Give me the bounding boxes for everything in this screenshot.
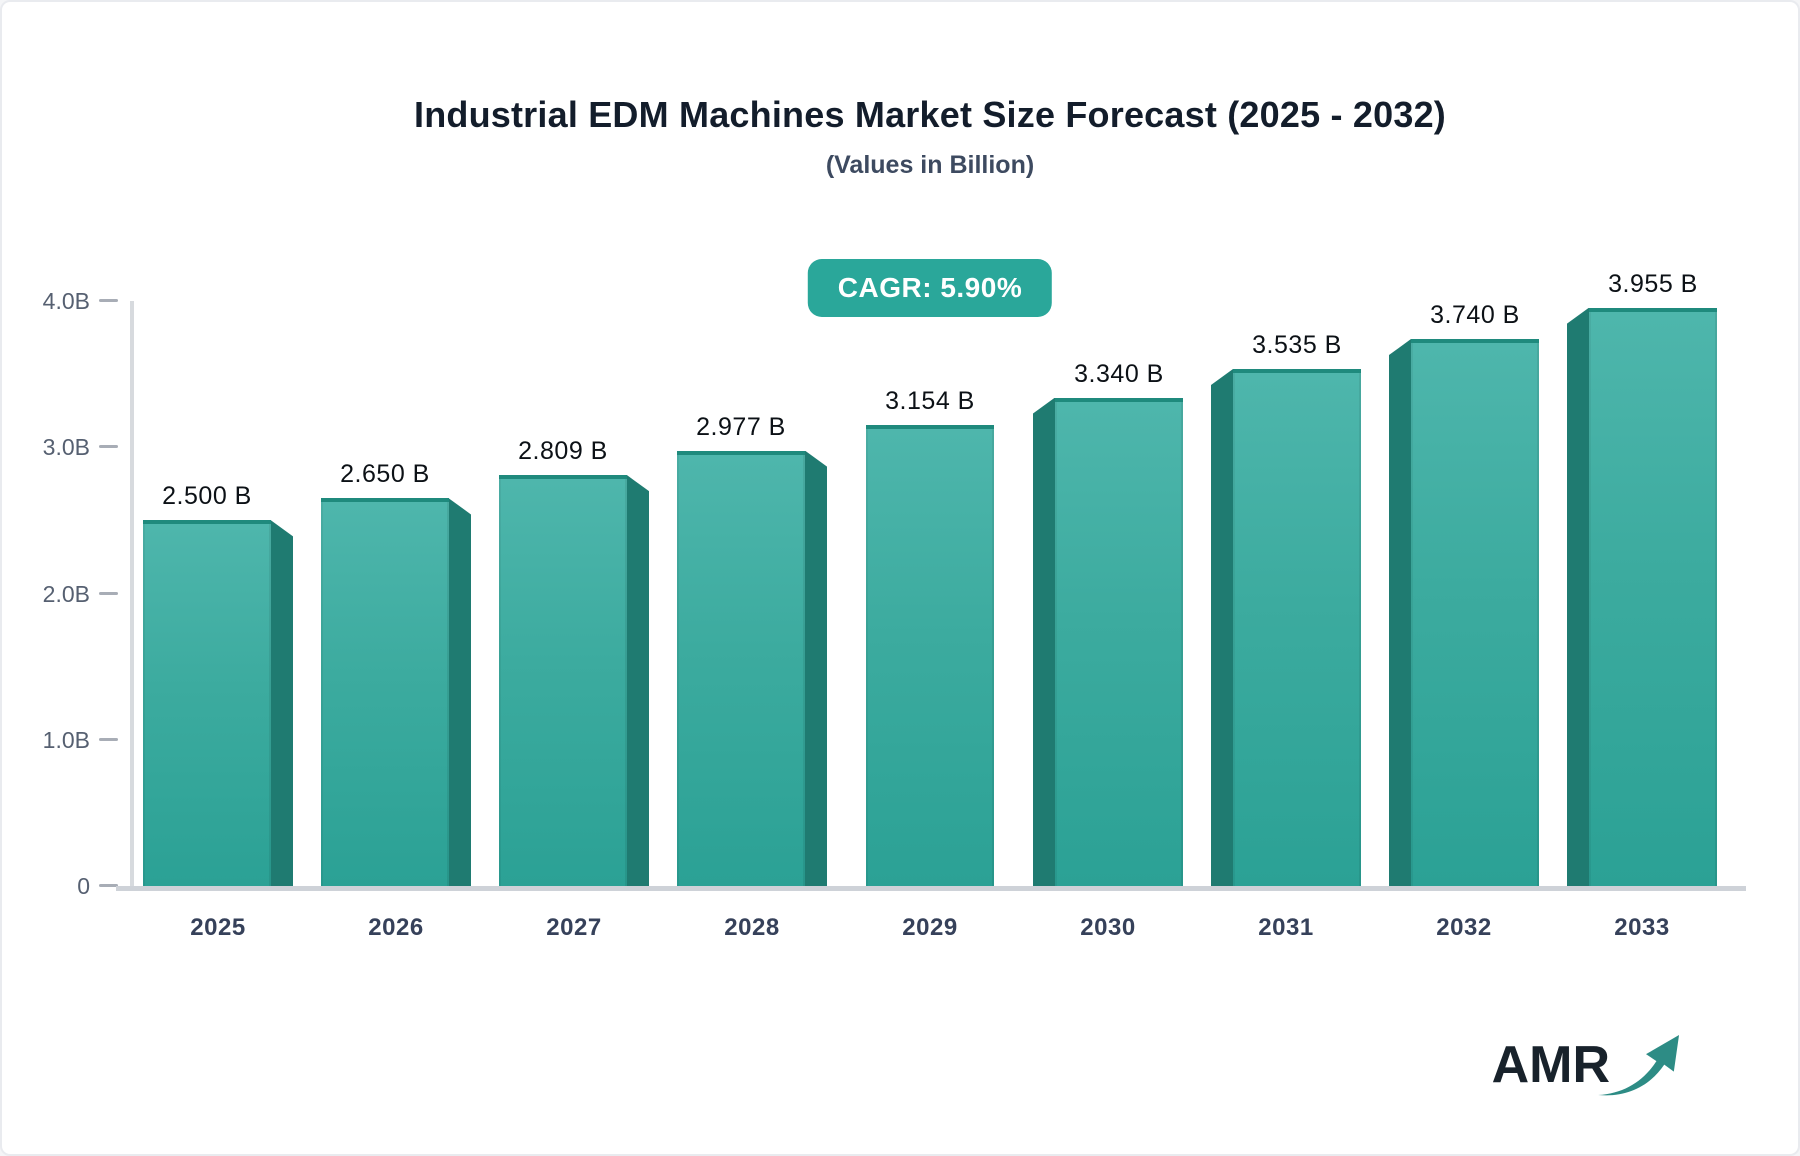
chart-subtitle: (Values in Billion) — [825, 151, 1035, 180]
y-axis-tick-label: 0 — [77, 873, 90, 899]
bar-front-face — [1589, 307, 1717, 886]
bar-value-label: 3.340 B — [1074, 359, 1164, 388]
y-axis-tick-mark — [99, 884, 118, 887]
bar-value-label: 2.977 B — [696, 412, 786, 441]
bar-3d-side — [1211, 369, 1233, 886]
chart-header: Industrial EDM Machines Market Size Fore… — [58, 94, 1798, 180]
bar-2029: 3.154 B — [855, 387, 1005, 886]
bar-value-label: 3.740 B — [1430, 301, 1520, 330]
bar-2028: 2.977 B — [677, 413, 827, 886]
y-axis-tick-label: 1.0B — [42, 726, 90, 753]
x-axis-label: 2031 — [1258, 914, 1314, 941]
x-axis-label: 2029 — [902, 914, 958, 941]
x-axis-line — [116, 886, 1746, 891]
x-axis-label: 2028 — [724, 914, 780, 941]
bar-2027: 2.809 B — [499, 437, 649, 886]
bar-value-label: 3.535 B — [1252, 331, 1342, 359]
bar-3d-side — [805, 450, 827, 886]
bar-front-face — [143, 520, 271, 886]
bar-2030: 3.340 B — [1033, 360, 1183, 886]
y-axis-line — [130, 301, 134, 886]
bar-3d-side — [1033, 397, 1055, 886]
growth-arrow-icon — [1598, 1035, 1680, 1096]
y-axis-tick-mark — [99, 299, 118, 302]
y-axis-tick-label: 2.0B — [42, 580, 90, 607]
x-axis-label: 2030 — [1080, 914, 1136, 941]
bar-2026: 2.650 B — [321, 460, 471, 886]
bar-3d-side — [271, 520, 293, 886]
x-axis-label: 2027 — [546, 914, 602, 941]
cagr-badge: CAGR: 5.90% — [807, 259, 1053, 317]
amr-logo: AMR — [1492, 1028, 1694, 1102]
bar-2033: 3.955 B — [1567, 270, 1717, 886]
bar-value-label: 3.154 B — [885, 386, 975, 415]
bar-front-face — [1233, 369, 1361, 886]
bar-front-face — [677, 450, 805, 886]
bar-front-face — [1411, 339, 1539, 886]
y-axis-tick-mark — [99, 591, 118, 595]
bar-2031: 3.535 B — [1211, 331, 1361, 886]
bar-front-face — [499, 475, 627, 886]
bar-value-label: 2.809 B — [518, 437, 608, 466]
bar-front-face — [321, 498, 449, 886]
bar-front-face — [1055, 397, 1183, 886]
y-axis-tick-label: 3.0B — [42, 434, 90, 461]
bar-value-label: 3.955 B — [1608, 269, 1698, 298]
bar-2032: 3.740 B — [1389, 301, 1539, 886]
bar-3d-side — [1567, 307, 1589, 886]
x-axis-label: 2026 — [368, 914, 424, 941]
y-axis-tick-label: 4.0B — [42, 288, 90, 314]
x-axis-label: 2033 — [1614, 914, 1670, 941]
bar-value-label: 2.650 B — [340, 460, 430, 489]
bar-value-label: 2.500 B — [162, 482, 252, 511]
chart-title: Industrial EDM Machines Market Size Fore… — [414, 94, 1446, 135]
amr-logo-text: AMR — [1491, 1036, 1610, 1094]
y-axis-tick-mark — [99, 737, 118, 741]
x-axis-label: 2032 — [1436, 914, 1492, 941]
bar-3d-side — [1389, 339, 1411, 886]
bar-front-face — [866, 424, 994, 886]
bar-2025: 2.500 B — [143, 482, 293, 886]
bar-3d-side — [627, 475, 649, 886]
bar-3d-side — [449, 498, 471, 886]
y-axis-tick-mark — [99, 445, 118, 449]
x-axis-label: 2025 — [190, 914, 246, 941]
